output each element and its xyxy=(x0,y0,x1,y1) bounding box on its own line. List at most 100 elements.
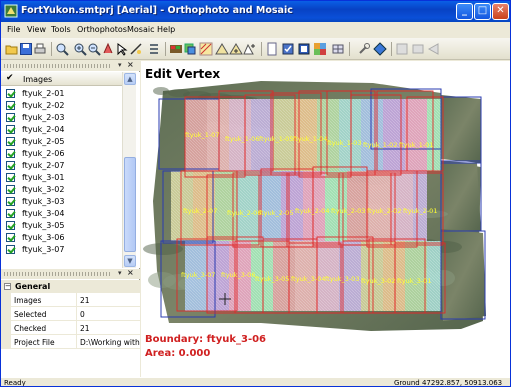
image-checkbox[interactable] xyxy=(6,101,15,110)
tile-label: ftyuk_2-03 xyxy=(331,207,365,215)
property-key: Project File xyxy=(1,335,77,349)
property-row[interactable]: Project File D:\Working with xyxy=(1,335,140,349)
image-checkbox[interactable] xyxy=(6,173,15,182)
list-item[interactable]: ftyuk_2-01 xyxy=(1,88,122,100)
menu-mosaic[interactable]: Mosaic xyxy=(127,25,155,34)
image-name: ftyuk_2-05 xyxy=(22,137,65,146)
list-item[interactable]: ftyuk_2-03 xyxy=(1,112,122,124)
page-check-icon[interactable] xyxy=(281,42,295,56)
list-icon[interactable] xyxy=(147,42,161,56)
list-item[interactable]: ftyuk_3-02 xyxy=(1,184,122,196)
list-item[interactable]: ftyuk_2-07 xyxy=(1,160,122,172)
map-canvas[interactable]: ftyuk_1-07 ftyuk_1-06 ftyuk_1-05 ftyuk_1-04… xyxy=(141,61,510,377)
ground-coordinates: Ground 47292.857, 50913.063 xyxy=(394,379,503,387)
property-value: 21 xyxy=(80,324,90,333)
image-checkbox[interactable] xyxy=(6,89,15,98)
collapse-icon[interactable]: − xyxy=(4,282,11,290)
menu-orthophotos[interactable]: Orthophotos xyxy=(77,25,127,34)
triangle-plus-icon[interactable] xyxy=(229,42,243,56)
images-pane-header[interactable]: ▾ × xyxy=(1,60,140,71)
zoom-in-icon[interactable] xyxy=(73,42,87,56)
maximize-button[interactable]: □ xyxy=(474,3,491,20)
list-item[interactable]: ftyuk_2-05 xyxy=(1,136,122,148)
layers-icon[interactable] xyxy=(183,42,197,56)
triangle-icon[interactable] xyxy=(215,42,229,56)
image-checkbox[interactable] xyxy=(6,125,15,134)
pane-close-icon[interactable]: × xyxy=(127,268,134,277)
measure-icon[interactable] xyxy=(129,42,143,56)
property-row[interactable]: Images 21 xyxy=(1,293,140,307)
menu-help[interactable]: Help xyxy=(157,25,176,34)
property-group-header[interactable]: − General xyxy=(1,280,140,293)
list-item[interactable]: ftyuk_3-01 xyxy=(1,172,122,184)
seam-hatch xyxy=(317,99,339,171)
boundary-frame xyxy=(366,170,418,248)
image-checkbox[interactable] xyxy=(6,245,15,254)
seam-hatch xyxy=(391,171,413,241)
vertical-scrollbar[interactable]: ▲ ▼ xyxy=(122,72,136,268)
menu-file[interactable]: File xyxy=(7,25,21,34)
image-checkbox[interactable] xyxy=(6,137,15,146)
mosaic-view[interactable]: ftyuk_1-07 ftyuk_1-06 ftyuk_1-05 ftyuk_1-04… xyxy=(141,61,510,377)
scroll-thumb[interactable] xyxy=(124,157,136,252)
list-item[interactable]: ftyuk_3-03 xyxy=(1,196,122,208)
image-checkbox[interactable] xyxy=(6,221,15,230)
tile-label: ftyuk_1-07 xyxy=(185,131,219,139)
photo-outline xyxy=(370,88,442,150)
menu-view[interactable]: View xyxy=(27,25,46,34)
drag-grip[interactable] xyxy=(4,64,112,68)
scroll-up-icon[interactable]: ▲ xyxy=(124,73,136,85)
seam-hatch xyxy=(281,171,303,241)
seam-hatch xyxy=(207,99,229,171)
image-checkbox[interactable] xyxy=(6,209,15,218)
image-checkbox[interactable] xyxy=(6,149,15,158)
export-icon[interactable] xyxy=(297,42,311,56)
tool-icon[interactable] xyxy=(357,42,371,56)
open-icon[interactable] xyxy=(5,42,19,56)
mosaic-icon[interactable] xyxy=(313,42,327,56)
save-icon[interactable] xyxy=(19,42,33,56)
drag-grip[interactable] xyxy=(4,272,112,276)
minimize-button[interactable]: _ xyxy=(456,3,473,20)
image-checkbox[interactable] xyxy=(6,197,15,206)
image-checkbox[interactable] xyxy=(6,233,15,242)
image-checkbox[interactable] xyxy=(6,113,15,122)
image-checkbox[interactable] xyxy=(6,185,15,194)
list-item[interactable]: ftyuk_3-06 xyxy=(1,232,122,244)
diamond-icon[interactable] xyxy=(373,42,387,56)
seam-hatch xyxy=(405,241,427,311)
scroll-down-icon[interactable]: ▼ xyxy=(124,255,136,267)
property-row[interactable]: Checked 21 xyxy=(1,321,140,335)
close-button[interactable]: ✕ xyxy=(492,3,509,20)
seam-hatch xyxy=(303,171,325,241)
properties-pane-header[interactable]: ▾ × xyxy=(1,268,140,279)
list-item[interactable]: ftyuk_2-04 xyxy=(1,124,122,136)
pin-icon[interactable]: ▾ xyxy=(118,269,122,277)
seam-hatch xyxy=(193,171,215,241)
seamline-icon[interactable] xyxy=(199,42,213,56)
palette-icon[interactable] xyxy=(169,42,183,56)
zoom-icon[interactable] xyxy=(55,42,69,56)
list-item[interactable]: ftyuk_3-07 xyxy=(1,244,122,256)
triangle-add-icon[interactable] xyxy=(243,42,257,56)
list-item[interactable]: ftyuk_3-05 xyxy=(1,220,122,232)
pin-icon[interactable]: ▾ xyxy=(118,61,122,69)
list-item[interactable]: ftyuk_3-04 xyxy=(1,208,122,220)
grid-icon[interactable] xyxy=(331,42,345,56)
property-key: Checked xyxy=(1,321,77,335)
boundary-layer xyxy=(176,90,446,314)
tile-label: ftyuk_2-02 xyxy=(367,207,401,215)
property-row[interactable]: Selected 0 xyxy=(1,307,140,321)
zoom-out-icon[interactable] xyxy=(87,42,101,56)
pan-icon[interactable] xyxy=(101,42,115,56)
image-checkbox[interactable] xyxy=(6,161,15,170)
pane-close-icon[interactable]: × xyxy=(127,60,134,69)
list-item[interactable]: ftyuk_2-06 xyxy=(1,148,122,160)
select-icon[interactable] xyxy=(115,42,129,56)
page-icon[interactable] xyxy=(265,42,279,56)
menu-tools[interactable]: Tools xyxy=(51,25,71,34)
title-bar[interactable]: FortYukon.smtprj [Aerial] - Orthophoto a… xyxy=(1,1,510,22)
disabled-icon-1 xyxy=(396,43,408,55)
list-item[interactable]: ftyuk_2-02 xyxy=(1,100,122,112)
print-icon[interactable] xyxy=(33,42,47,56)
